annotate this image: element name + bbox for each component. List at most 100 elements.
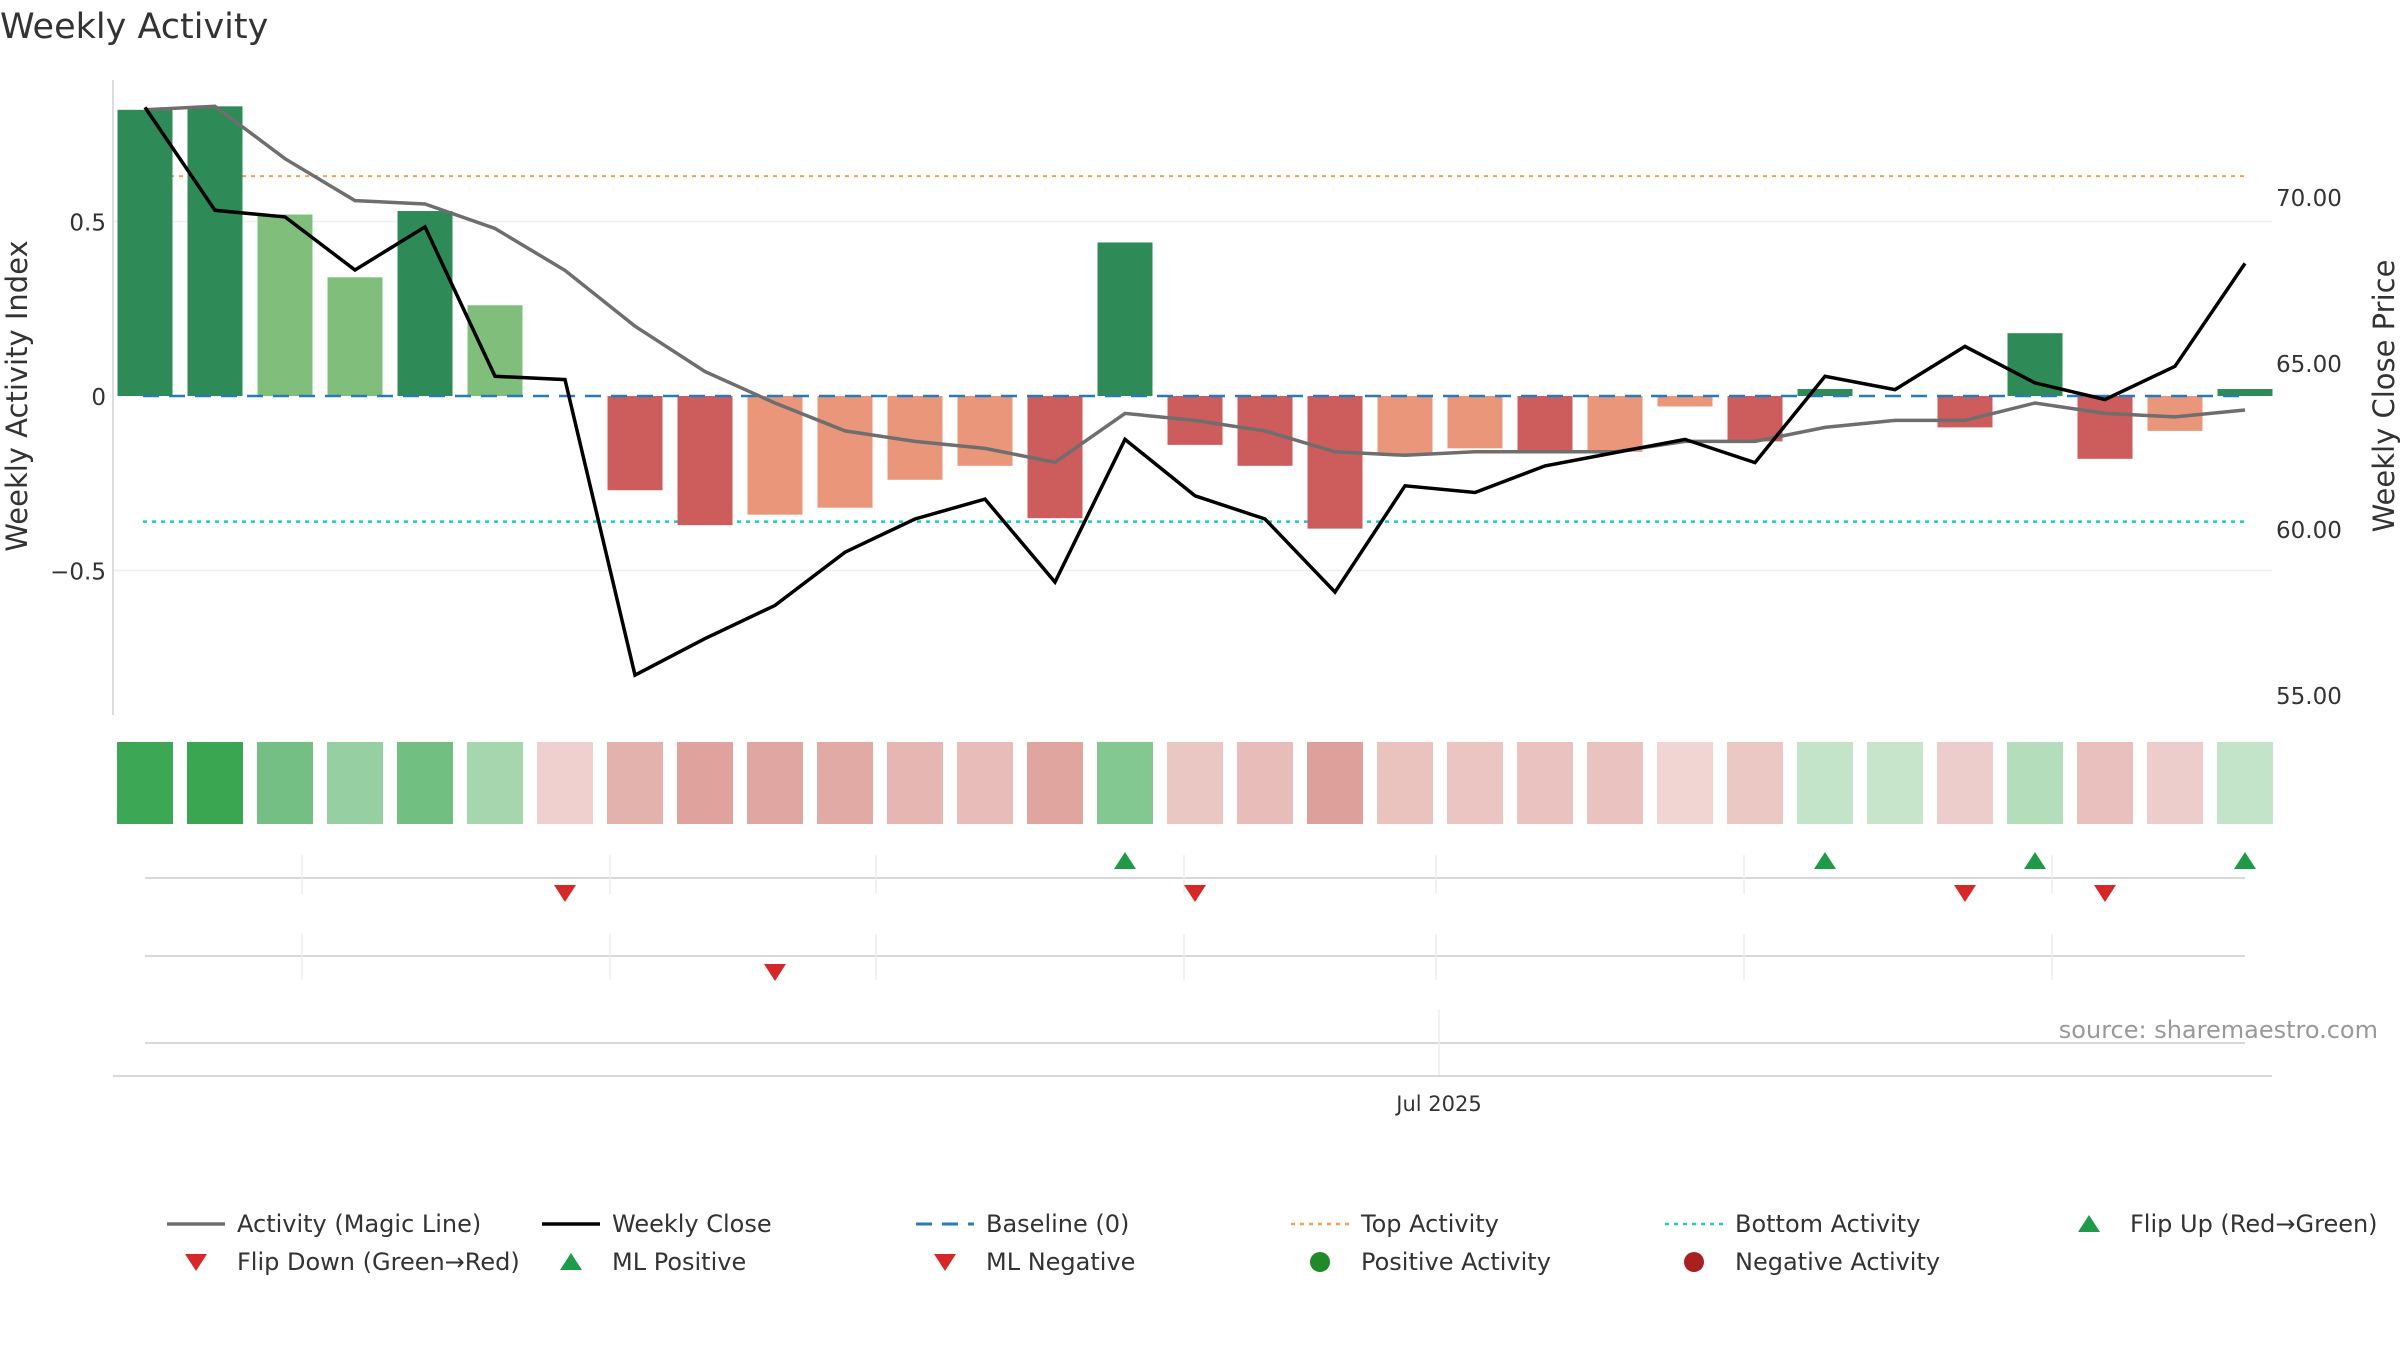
legend-item: Activity (Magic Line) <box>167 1210 481 1238</box>
heatmap-cell <box>537 742 593 824</box>
right-tick-label: 55.00 <box>2276 684 2342 710</box>
heatmap-cell <box>2147 742 2203 824</box>
ml-negative-marker <box>764 964 786 981</box>
heatmap-cell <box>117 742 173 824</box>
left-tick-label: 0 <box>91 385 106 411</box>
activity-bar <box>1587 396 1643 452</box>
activity-heatmap-strip <box>117 742 2273 824</box>
legend-label: Positive Activity <box>1361 1248 1551 1276</box>
flip-down-marker <box>1954 885 1976 902</box>
heatmap-cell <box>1027 742 1083 824</box>
heatmap-cell <box>257 742 313 824</box>
activity-bar <box>817 396 873 508</box>
activity-bar <box>1937 396 1993 428</box>
heatmap-cell <box>1797 742 1853 824</box>
activity-bar <box>467 305 523 396</box>
heatmap-cell <box>957 742 1013 824</box>
series-lines <box>143 104 2247 678</box>
activity-bar <box>117 109 173 396</box>
activity-bar <box>2217 389 2273 396</box>
heatmap-cell <box>1377 742 1433 824</box>
left-axis-ticks: 0.5 0 −0.5 <box>50 211 106 586</box>
activity-bar <box>327 277 383 396</box>
x-axis-tick-label: Jul 2025 <box>1394 1092 1481 1116</box>
signal-grid <box>145 855 2245 1076</box>
heatmap-cell <box>607 742 663 824</box>
heatmap-cell <box>1517 742 1573 824</box>
activity-bar <box>677 396 733 526</box>
legend-item: ML Positive <box>560 1248 746 1276</box>
signal-panel: Jul 2025 source: sharemaestro.com <box>113 852 2378 1116</box>
legend-label: ML Negative <box>986 1248 1135 1276</box>
heatmap-cell <box>747 742 803 824</box>
main-panel: 0.5 0 −0.5 70.00 65.00 60.00 55.00 Weekly Act… <box>0 80 2400 715</box>
heatmap-cell <box>1307 742 1363 824</box>
legend-item: Negative Activity <box>1684 1248 1940 1276</box>
flip-down-marker <box>2094 885 2116 902</box>
legend-item: Weekly Close <box>542 1210 772 1238</box>
flip-down-marker <box>1184 885 1206 902</box>
left-tick-label: −0.5 <box>50 560 106 586</box>
legend-swatch <box>560 1253 582 1270</box>
activity-bar <box>1377 396 1433 456</box>
right-axis-label: Weekly Close Price <box>2367 260 2400 533</box>
activity-bar <box>257 214 313 396</box>
reference-lines <box>143 175 2247 523</box>
legend-item: Flip Down (Green→Red) <box>185 1248 520 1276</box>
right-axis-ticks: 70.00 65.00 60.00 55.00 <box>2276 186 2342 710</box>
legend-label: Bottom Activity <box>1735 1210 1920 1238</box>
heatmap-cell <box>397 742 453 824</box>
activity-bar <box>607 396 663 491</box>
heatmap-cell <box>2077 742 2133 824</box>
activity-bar <box>1447 396 1503 449</box>
heatmap-cell <box>1447 742 1503 824</box>
legend-label: Flip Down (Green→Red) <box>237 1248 520 1276</box>
legend-label: Baseline (0) <box>986 1210 1129 1238</box>
heatmap-cell <box>677 742 733 824</box>
source-label: source: sharemaestro.com <box>2059 1016 2378 1044</box>
right-tick-label: 60.00 <box>2276 518 2342 544</box>
legend-label: Flip Up (Red→Green) <box>2130 1210 2378 1238</box>
flip-up-marker <box>2234 852 2256 869</box>
activity-bar <box>397 211 453 396</box>
activity-bar <box>957 396 1013 466</box>
activity-bar <box>1657 396 1713 407</box>
legend-item: Top Activity <box>1291 1210 1499 1238</box>
flip-up-marker <box>2024 852 2046 869</box>
legend-label: Weekly Close <box>612 1210 772 1238</box>
signal-markers <box>554 852 2256 981</box>
legend-item: Bottom Activity <box>1665 1210 1920 1238</box>
heatmap-cell <box>1097 742 1153 824</box>
legend-swatch <box>1310 1252 1330 1272</box>
activity-bar <box>1797 389 1853 396</box>
right-tick-label: 70.00 <box>2276 186 2342 212</box>
heatmap-cell <box>467 742 523 824</box>
activity-bar <box>187 106 243 396</box>
heatmap-cell <box>1587 742 1643 824</box>
heatmap-cell <box>1727 742 1783 824</box>
legend-swatch <box>185 1254 207 1271</box>
legend-item: ML Negative <box>934 1248 1135 1276</box>
heatmap-cell <box>1167 742 1223 824</box>
flip-down-marker <box>554 885 576 902</box>
heatmap-cell <box>327 742 383 824</box>
chart-title: Weekly Activity <box>0 7 268 47</box>
heatmap-cell <box>2007 742 2063 824</box>
heatmap-cell <box>187 742 243 824</box>
left-tick-label: 0.5 <box>69 211 106 237</box>
legend-swatch <box>1684 1252 1704 1272</box>
heatmap-cell <box>2217 742 2273 824</box>
legend-item: Flip Up (Red→Green) <box>2078 1210 2378 1238</box>
heatmap-cell <box>1237 742 1293 824</box>
legend-label: ML Positive <box>612 1248 746 1276</box>
activity-bar <box>2077 396 2133 459</box>
weekly-close-series <box>143 106 2247 678</box>
legend: Activity (Magic Line) Weekly Close Baselin… <box>167 1210 2378 1276</box>
left-axis-label: Weekly Activity Index <box>0 240 34 551</box>
flip-up-marker <box>1114 852 1136 869</box>
legend-label: Activity (Magic Line) <box>237 1210 481 1238</box>
flip-up-marker <box>1814 852 1836 869</box>
activity-bar <box>1517 396 1573 452</box>
legend-label: Top Activity <box>1360 1210 1499 1238</box>
